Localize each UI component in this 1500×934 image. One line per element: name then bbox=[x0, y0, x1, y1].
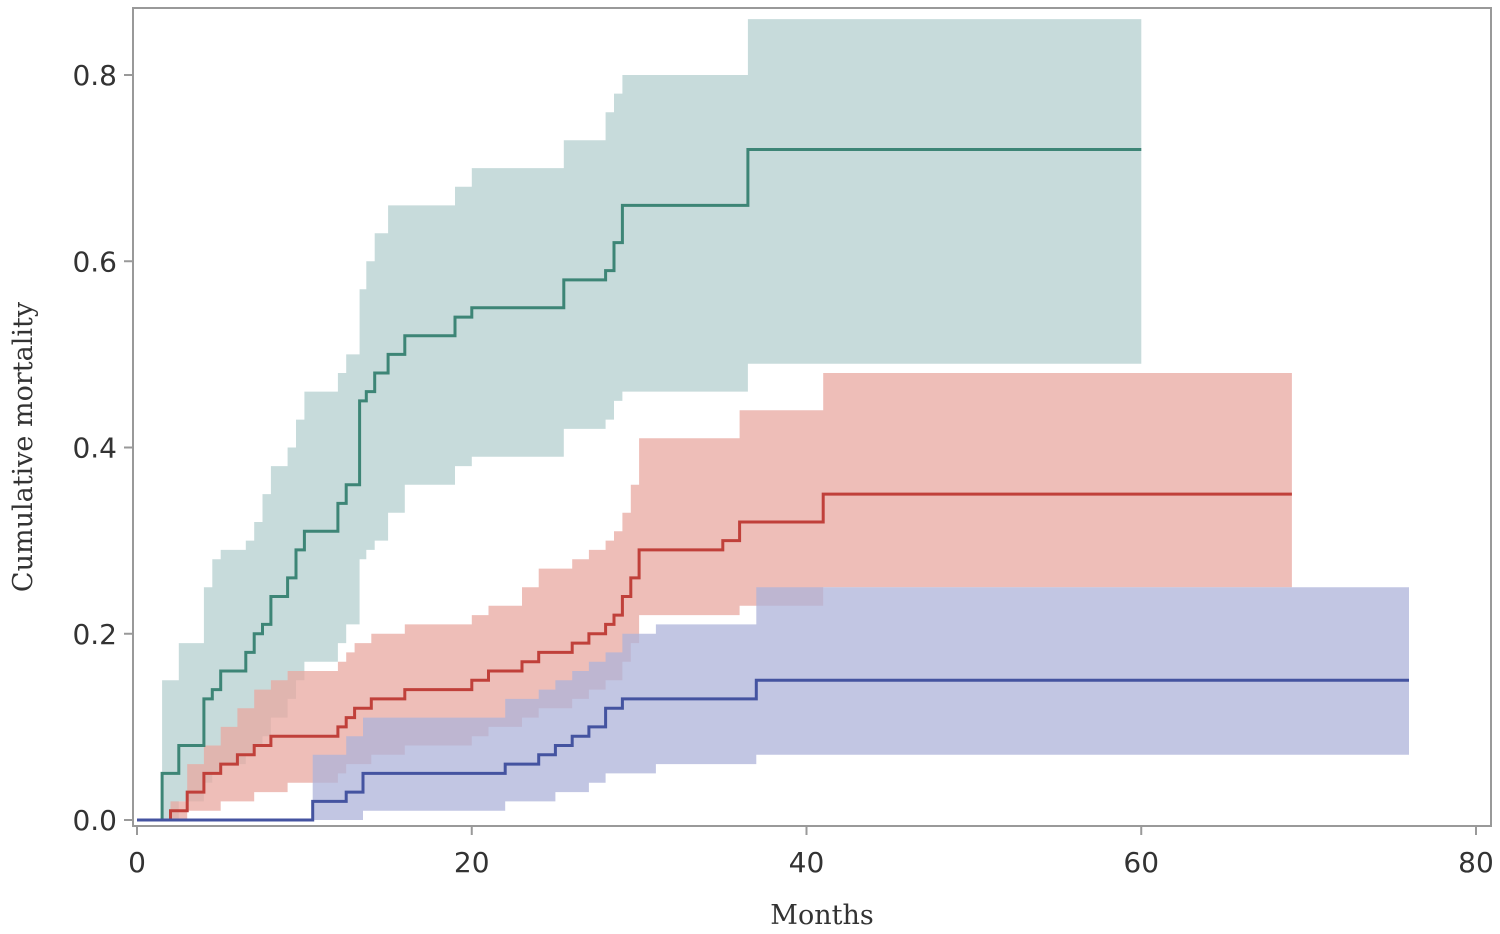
x-tick-label: 60 bbox=[1123, 846, 1159, 879]
plot-frame bbox=[132, 7, 1492, 827]
confidence-band-3 bbox=[137, 587, 1409, 820]
x-tick-label: 20 bbox=[454, 846, 490, 879]
x-axis: 0 20 40 60 80 bbox=[128, 826, 1494, 879]
y-tick-label: 0.8 bbox=[72, 59, 117, 92]
x-axis-title: Months bbox=[770, 900, 873, 931]
confidence-band-2 bbox=[137, 373, 1292, 820]
series-line-3 bbox=[137, 678, 1409, 822]
series-line-2 bbox=[137, 492, 1292, 822]
y-axis-title: Cumulative mortality bbox=[8, 301, 39, 592]
y-tick-label: 0.0 bbox=[72, 804, 117, 837]
y-axis: 0.0 0.2 0.4 0.6 0.8 bbox=[72, 59, 133, 837]
x-tick-label: 0 bbox=[128, 846, 146, 879]
series-line-1 bbox=[137, 148, 1142, 822]
y-tick-label: 0.6 bbox=[72, 245, 117, 278]
y-tick-label: 0.4 bbox=[72, 432, 117, 465]
y-tick-label: 0.2 bbox=[72, 618, 117, 651]
series-lines bbox=[137, 148, 1409, 822]
confidence-bands bbox=[137, 19, 1409, 821]
confidence-band-1 bbox=[137, 19, 1142, 821]
x-tick-label: 40 bbox=[789, 846, 825, 879]
x-tick-label: 80 bbox=[1458, 846, 1494, 879]
